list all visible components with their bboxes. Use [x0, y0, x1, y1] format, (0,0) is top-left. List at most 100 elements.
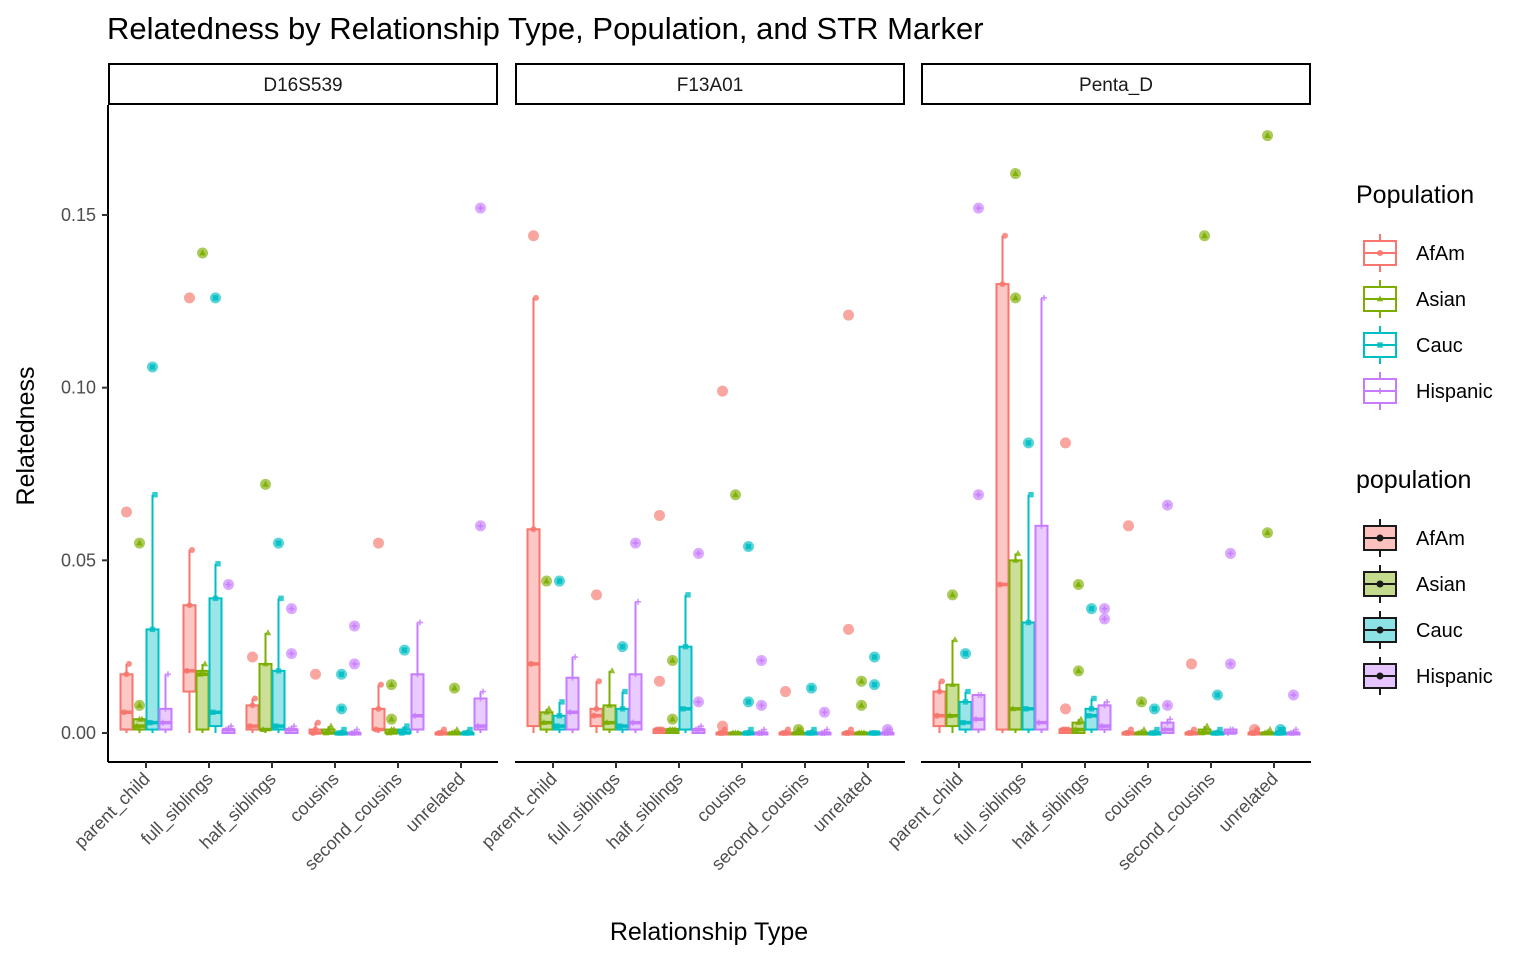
- legend-title: Population: [1356, 181, 1474, 209]
- outlier-shape: [871, 681, 878, 688]
- x-tick-label: cousins: [1099, 769, 1156, 826]
- boxplot-cauc: [334, 668, 349, 736]
- x-tick-label: unrelated: [809, 769, 876, 836]
- outlier-shape: [262, 480, 269, 487]
- box-body: [208, 597, 223, 728]
- x-tick-label: unrelated: [1215, 769, 1282, 836]
- box-body: [410, 673, 425, 731]
- data-point: [322, 729, 330, 736]
- box-body: [1084, 707, 1099, 731]
- boxplot-hispanic: [347, 620, 362, 736]
- x-tick-label: unrelated: [402, 769, 469, 836]
- data-point: [617, 723, 623, 729]
- data-point: [748, 726, 754, 733]
- facet-strip: [515, 63, 905, 105]
- data-point: [545, 705, 553, 712]
- data-point: [147, 719, 153, 726]
- boxplot-hispanic: [754, 654, 769, 736]
- boxplot-asian: [258, 478, 273, 733]
- data-point: [273, 723, 279, 729]
- outlier-shape: [858, 701, 865, 708]
- data-point: [543, 708, 550, 715]
- box-body: [271, 669, 286, 731]
- y-tick-label: 0.05: [61, 550, 96, 570]
- data-point: [1009, 705, 1017, 712]
- legend-key: [1363, 326, 1397, 364]
- legend-title: population: [1356, 466, 1471, 494]
- legend-label: Hispanic: [1416, 381, 1493, 403]
- boxplot-cauc: [145, 361, 160, 733]
- data-point: [603, 719, 611, 726]
- outlier-shape: [199, 249, 206, 256]
- boxplot-afam: [995, 232, 1010, 733]
- data-point: [252, 695, 258, 702]
- legend-key-shape: [1376, 295, 1384, 302]
- data-point: [275, 668, 282, 674]
- boxplot-hispanic: [971, 202, 986, 733]
- outlier-shape: [388, 715, 395, 722]
- data-point: [278, 595, 284, 602]
- facet-strip: [108, 63, 498, 105]
- boxplot-cauc: [397, 644, 412, 736]
- boxplot-hispanic: [221, 579, 236, 735]
- outlier-shape: [669, 715, 676, 722]
- outlier-shape: [1012, 169, 1019, 176]
- boxplot-asian: [1008, 168, 1023, 733]
- box-body: [1021, 621, 1036, 731]
- boxplot-hispanic: [565, 654, 580, 733]
- data-point: [682, 643, 689, 650]
- data-point: [138, 715, 146, 722]
- data-point: [619, 706, 626, 712]
- data-point: [533, 294, 539, 301]
- box-body: [371, 707, 386, 731]
- facet-strip-label: D16S539: [263, 75, 342, 96]
- legend-label: AfAm: [1416, 528, 1465, 550]
- x-tick-label: cousins: [693, 769, 750, 826]
- data-point: [671, 725, 679, 732]
- data-point: [1075, 719, 1082, 726]
- y-tick-label: 0.10: [61, 378, 96, 398]
- outlier-shape: [338, 671, 345, 677]
- outlier-shape: [1277, 726, 1284, 733]
- outlier-point: [717, 385, 728, 397]
- data-point: [734, 729, 742, 736]
- outlier-shape: [556, 578, 563, 584]
- outlier-shape: [949, 591, 956, 598]
- outlier-shape: [1201, 232, 1208, 239]
- data-point: [1203, 722, 1211, 729]
- data-point: [606, 701, 613, 708]
- facets-layer: D16S5390.000.050.100.15parent_childfull_…: [61, 63, 1311, 875]
- legend-layer: PopulationAfAmAsianCaucHispanicpopulatio…: [1356, 181, 1493, 695]
- boxplot-asian: [447, 682, 462, 736]
- data-point: [808, 730, 815, 736]
- outlier-shape: [338, 706, 345, 712]
- outlier-point: [654, 675, 665, 687]
- legend-key: [1363, 234, 1397, 272]
- boxplot-afam: [308, 668, 323, 736]
- boxplot-asian: [1134, 696, 1149, 736]
- outlier-shape: [1214, 692, 1221, 698]
- outlier-shape: [808, 685, 815, 691]
- outlier-shape: [1088, 605, 1095, 612]
- boxplot-asian: [539, 575, 554, 733]
- facet-strip-label: F13A01: [677, 75, 744, 96]
- boxplot-asian: [791, 724, 806, 736]
- boxplot-afam: [932, 678, 947, 733]
- facet-panel: F13A01parent_childfull_siblingshalf_sibl…: [477, 63, 905, 875]
- data-point: [1140, 725, 1148, 732]
- facet-panel: Penta_Dparent_childfull_siblingshalf_sib…: [883, 63, 1311, 875]
- data-point: [528, 660, 534, 667]
- data-point: [659, 726, 665, 733]
- data-point: [264, 629, 272, 636]
- data-point: [1214, 730, 1221, 736]
- legend-key: [1363, 611, 1397, 649]
- box-body: [565, 676, 580, 731]
- outlier-point: [1123, 520, 1134, 532]
- boxplot-cauc: [615, 641, 630, 733]
- data-point: [540, 719, 548, 726]
- outlier-shape: [388, 681, 395, 688]
- data-point: [1088, 706, 1095, 712]
- data-point: [123, 671, 130, 678]
- data-point: [608, 667, 616, 674]
